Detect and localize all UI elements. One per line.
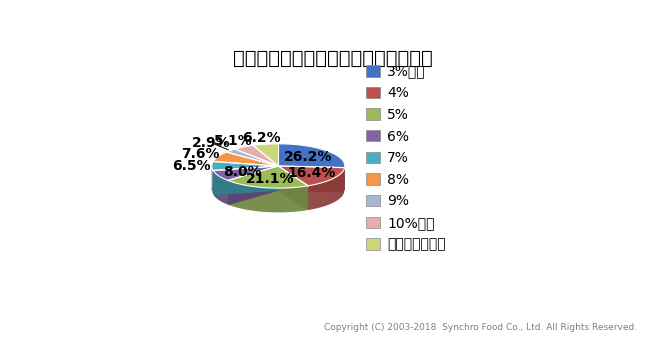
Polygon shape: [213, 166, 278, 195]
Text: 8.0%: 8.0%: [223, 165, 262, 179]
Text: 7.6%: 7.6%: [181, 147, 219, 161]
Polygon shape: [278, 166, 344, 193]
Polygon shape: [212, 162, 278, 171]
Polygon shape: [278, 166, 308, 211]
Polygon shape: [213, 166, 278, 180]
Polygon shape: [213, 191, 278, 205]
Polygon shape: [226, 174, 278, 191]
Legend: 3%以下, 4%, 5%, 6%, 7%, 8%, 9%, 10%以上, 把握していない: 3%以下, 4%, 5%, 6%, 7%, 8%, 9%, 10%以上, 把握し…: [366, 65, 446, 252]
Text: 21.1%: 21.1%: [246, 172, 294, 186]
Polygon shape: [213, 177, 278, 191]
Polygon shape: [228, 166, 278, 205]
Text: 6.2%: 6.2%: [242, 131, 281, 145]
Text: 16.4%: 16.4%: [287, 166, 335, 180]
Polygon shape: [278, 166, 344, 193]
Text: Copyright (C) 2003-2018  Synchro Food Co., Ltd. All Rights Reserved.: Copyright (C) 2003-2018 Synchro Food Co.…: [324, 323, 637, 332]
Polygon shape: [278, 191, 344, 211]
Polygon shape: [235, 145, 278, 166]
Text: 6.5%: 6.5%: [172, 159, 211, 173]
Text: 5.1%: 5.1%: [214, 134, 252, 148]
Text: 店舗の売上に占める水道光熱費の割合: 店舗の売上に占める水道光熱費の割合: [233, 48, 433, 67]
Text: 26.2%: 26.2%: [283, 150, 332, 164]
Polygon shape: [213, 152, 278, 166]
Text: 2.9%: 2.9%: [192, 136, 231, 150]
Polygon shape: [228, 191, 308, 213]
Polygon shape: [226, 149, 278, 166]
Polygon shape: [228, 166, 278, 205]
Polygon shape: [212, 186, 278, 195]
Polygon shape: [278, 166, 308, 211]
Polygon shape: [278, 144, 345, 168]
Polygon shape: [228, 166, 308, 188]
Polygon shape: [213, 166, 278, 195]
Polygon shape: [253, 168, 278, 191]
Polygon shape: [278, 168, 345, 193]
Polygon shape: [235, 170, 278, 191]
Polygon shape: [253, 144, 278, 166]
Polygon shape: [278, 166, 344, 186]
